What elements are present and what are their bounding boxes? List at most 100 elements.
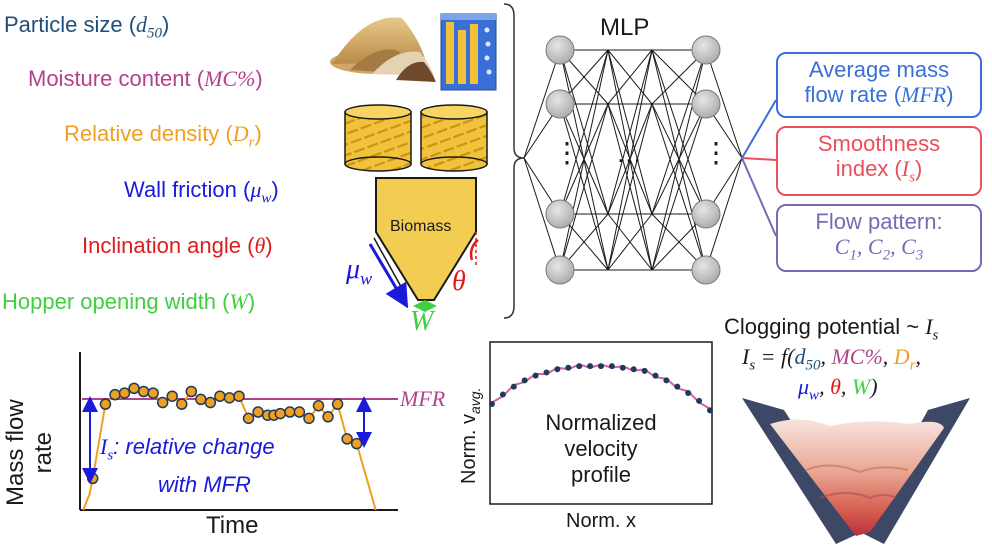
mfr-symbol: MFR — [901, 82, 947, 107]
eq-sep: , — [840, 374, 852, 399]
pattern-line2: C1, C2, C3 — [834, 234, 924, 264]
input-wall-friction: Wall friction (μw) — [124, 177, 279, 211]
dr-symbol: D — [232, 121, 249, 146]
velocity-point — [521, 377, 528, 384]
c2-sub: 2 — [882, 247, 891, 264]
eq-close: ) — [870, 374, 878, 399]
smooth-line2-text: index ( — [835, 156, 902, 181]
dr-subscript: r — [248, 134, 255, 151]
mfr-plot-xlabel: Time — [206, 512, 259, 539]
close-paren: ) — [254, 121, 262, 146]
velocity-point — [489, 401, 495, 408]
velocity-point — [685, 389, 692, 396]
velocity-profile-plot — [489, 341, 713, 505]
mu-symbol: μ — [250, 177, 262, 202]
velocity-point — [565, 364, 572, 371]
velocity-point — [630, 366, 637, 373]
hopper-theta-symbol: θ — [452, 266, 466, 297]
mass-flow-point — [312, 399, 325, 412]
mlp-node — [691, 255, 721, 285]
mass-flow-point — [303, 412, 315, 425]
mass-flow-point — [252, 406, 264, 418]
inputs-bracket — [503, 3, 525, 319]
d50-subscript: 50 — [147, 25, 163, 42]
ylabel-line2: rate — [30, 431, 57, 474]
mass-flow-point — [195, 393, 207, 406]
hopper-wall-friction-symbol: μw — [346, 254, 372, 290]
input-inclination-angle: Inclination angle (θ) — [82, 233, 273, 259]
eq-trailing-comma: , — [915, 344, 922, 369]
close-paren: ) — [247, 289, 256, 314]
vel-center-line1: Normalized — [545, 410, 657, 435]
mlp-ellipsis: … — [616, 138, 642, 168]
vel-ylabel-sub: avg. — [467, 387, 483, 414]
mass-flow-point — [176, 398, 188, 410]
input-label-text: Particle size ( — [4, 12, 137, 37]
velocity-point — [619, 364, 626, 371]
mass-flow-point — [293, 406, 306, 418]
input-label-text: Hopper opening width ( — [2, 289, 230, 314]
eq-mid: = f( — [755, 344, 795, 369]
mu-subscript: w — [261, 190, 272, 207]
is-annot-text1: : relative change — [113, 434, 275, 459]
vel-center-line3: profile — [571, 462, 631, 487]
velocity-point — [499, 391, 506, 398]
mass-flow-point — [166, 390, 178, 402]
mass-flow-point — [331, 398, 344, 410]
eq-d50-sub: 50 — [805, 357, 821, 374]
eq-mu: μ — [798, 374, 810, 399]
hopper-w-symbol: W — [410, 306, 434, 337]
clog-line1-text: Clogging potential ~ — [724, 314, 926, 339]
clog-is-sub: s — [932, 327, 939, 344]
pattern-line1: Flow pattern: — [815, 209, 943, 234]
c2: C — [867, 234, 883, 259]
input-label-text: Inclination angle ( — [82, 233, 255, 258]
mlp-node — [545, 35, 575, 65]
clog-is-symbol: I — [925, 314, 933, 339]
clogging-equation-line1: Is = f(d50, MC%, Dr, — [742, 344, 921, 374]
c1-sub: 1 — [849, 247, 857, 264]
wall-friction-arrow — [368, 243, 409, 309]
mass-flow-point — [137, 385, 150, 398]
velocity-point — [554, 366, 561, 373]
mlp-node — [691, 199, 721, 229]
w-symbol: W — [229, 289, 248, 314]
mfr-plot-mfr-label: MFR — [400, 386, 446, 411]
input-particle-size: Particle size (d50) — [4, 12, 169, 46]
mfr-close: ) — [946, 82, 954, 107]
input-moisture-content: Moisture content (MC%) — [28, 66, 263, 92]
mass-flow-point — [147, 387, 159, 399]
c1: C — [834, 234, 850, 259]
velocity-plot-center-text: Normalized velocity profile — [536, 410, 666, 488]
velocity-plot-frame — [489, 341, 713, 505]
clogging-title: Clogging potential ~ Is — [724, 314, 938, 344]
input-label-text: Moisture content ( — [28, 66, 205, 91]
mfr-line2-text: flow rate ( — [804, 82, 902, 107]
mass-flow-point — [233, 390, 245, 402]
moisture-column-image — [440, 13, 497, 91]
vel-ylabel-text: Norm. v — [458, 414, 480, 484]
eq-dr: D — [893, 344, 910, 369]
input-label-text: Wall friction ( — [124, 177, 251, 202]
hopper-material-label: Biomass — [390, 218, 452, 235]
mass-flow-point — [118, 387, 131, 399]
velocity-point — [532, 372, 539, 379]
velocity-point — [608, 363, 615, 370]
output-mfr-box: Average mass flow rate (MFR) — [776, 52, 982, 118]
connector-smoothness — [741, 157, 777, 161]
eq-lhs-sub: s — [749, 357, 756, 374]
clogging-hopper-image — [742, 398, 970, 544]
velocity-point — [652, 372, 659, 379]
velocity-point — [663, 377, 670, 384]
mu-sub: w — [360, 268, 373, 289]
mass-flow-point — [322, 411, 334, 423]
mlp-node — [545, 199, 575, 229]
mass-flow-plot — [79, 352, 398, 511]
hopper-schematic — [368, 177, 479, 312]
mu-glyph: μ — [346, 254, 361, 285]
velocity-point — [674, 383, 681, 390]
eq-lhs: I — [742, 344, 750, 369]
vel-center-line2: velocity — [564, 436, 638, 461]
eq-theta: θ — [830, 374, 841, 399]
eq-mu-sub: w — [809, 387, 820, 404]
